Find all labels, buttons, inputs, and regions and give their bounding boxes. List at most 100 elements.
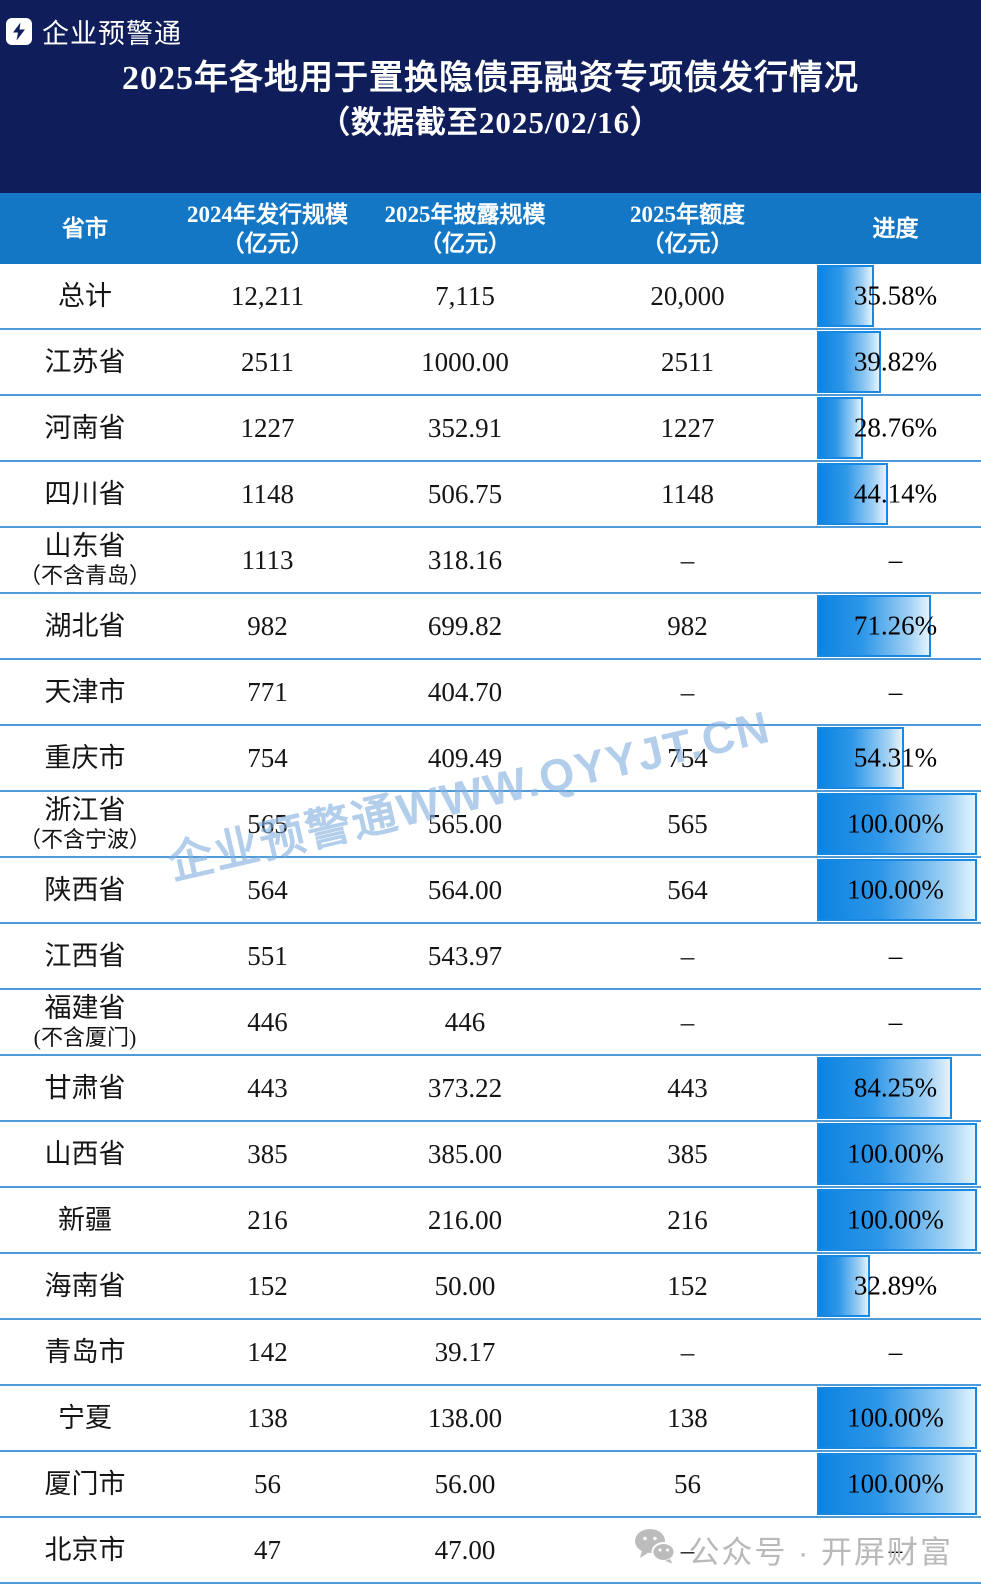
progress-cell: – xyxy=(810,1320,981,1384)
value-2025-disclosed: 216.00 xyxy=(427,1204,503,1235)
value-2025-quota: 1148 xyxy=(661,478,714,509)
value-2024-issued: 446 xyxy=(247,1006,288,1037)
progress-value: 39.82% xyxy=(853,346,938,377)
value-2024-issued: 385 xyxy=(247,1138,288,1169)
value-2025-disclosed: 404.70 xyxy=(427,676,503,707)
column-header-text: 2025年披露规模 xyxy=(384,201,546,227)
value-2025-quota: – xyxy=(680,676,695,707)
column-header-text: 2025年额度 xyxy=(630,201,745,227)
province-name: 海南省 xyxy=(44,1270,126,1301)
progress-bar xyxy=(817,331,881,393)
progress-value: 32.89% xyxy=(853,1270,938,1301)
province-cell: 重庆市 xyxy=(0,743,170,774)
value-2024-issued: 771 xyxy=(247,676,288,707)
progress-cell: 100.00% xyxy=(810,858,981,922)
progress-cell: 100.00% xyxy=(810,1122,981,1186)
progress-cell: 100.00% xyxy=(810,792,981,856)
province-name: 总计 xyxy=(58,280,112,311)
value-2024-issued: 152 xyxy=(247,1270,288,1301)
province-cell: 北京市 xyxy=(0,1535,170,1566)
province-cell: 天津市 xyxy=(0,677,170,708)
province-cell: 甘肃省 xyxy=(0,1073,170,1104)
progress-cell: 28.76% xyxy=(810,396,981,460)
table-row: 河南省 1227 352.91 1227 28.76% xyxy=(0,396,981,462)
table-row: 厦门市 56 56.00 56 100.00% xyxy=(0,1452,981,1518)
table-row: 宁夏 138 138.00 138 100.00% xyxy=(0,1386,981,1452)
province-cell: 福建省 (不含厦门) xyxy=(0,993,170,1051)
table-row: 新疆 216 216.00 216 100.00% xyxy=(0,1188,981,1254)
value-2025-quota: 443 xyxy=(667,1072,708,1103)
value-2025-disclosed: 409.49 xyxy=(427,742,503,773)
progress-cell: 39.82% xyxy=(810,330,981,394)
table-body: 总计 12,211 7,115 20,000 35.58% 江苏省 2511 1… xyxy=(0,264,981,1584)
table-row: 浙江省 （不含宁波） 565 565.00 565 100.00% xyxy=(0,792,981,858)
progress-cell: – xyxy=(810,990,981,1054)
province-cell: 四川省 xyxy=(0,479,170,510)
table-row: 甘肃省 443 373.22 443 84.25% xyxy=(0,1056,981,1122)
province-cell: 湖北省 xyxy=(0,611,170,642)
progress-cell: – xyxy=(810,924,981,988)
progress-cell: 71.26% xyxy=(810,594,981,658)
value-2025-quota: – xyxy=(680,544,695,575)
app-header: 企业预警通 2025年各地用于置换隐债再融资专项债发行情况 （数据截至2025/… xyxy=(0,0,981,193)
column-header-text2: （亿元） xyxy=(641,230,734,256)
table-row: 陕西省 564 564.00 564 100.00% xyxy=(0,858,981,924)
value-2025-quota: 138 xyxy=(667,1402,708,1433)
value-2024-issued: 565 xyxy=(247,808,288,839)
value-2025-disclosed: 47.00 xyxy=(434,1534,496,1565)
progress-value: 54.31% xyxy=(853,742,938,773)
value-2025-disclosed: 565.00 xyxy=(427,808,503,839)
progress-bar xyxy=(817,727,904,789)
progress-bar xyxy=(817,1255,870,1317)
value-2025-quota: 565 xyxy=(667,808,708,839)
title-block: 2025年各地用于置换隐债再融资专项债发行情况 （数据截至2025/02/16） xyxy=(0,56,981,144)
progress-cell: 54.31% xyxy=(810,726,981,790)
value-2024-issued: 47 xyxy=(254,1534,281,1565)
table-row: 湖北省 982 699.82 982 71.26% xyxy=(0,594,981,660)
table-header-row: 省市 2024年发行规模 （亿元） 2025年披露规模 （亿元） 2025年额度 （亿… xyxy=(0,193,981,264)
value-2025-quota: 152 xyxy=(667,1270,708,1301)
value-2025-disclosed: 446 xyxy=(444,1006,486,1037)
progress-bar xyxy=(817,265,874,327)
value-2024-issued: 443 xyxy=(247,1072,288,1103)
value-2025-quota: 216 xyxy=(667,1204,708,1235)
progress-bar xyxy=(817,1057,952,1119)
province-cell: 江苏省 xyxy=(0,347,170,378)
province-cell: 河南省 xyxy=(0,413,170,444)
progress-value: 28.76% xyxy=(853,412,938,443)
value-2025-quota: 56 xyxy=(674,1468,701,1499)
value-2024-issued: 142 xyxy=(247,1336,288,1367)
data-table: 省市 2024年发行规模 （亿元） 2025年披露规模 （亿元） 2025年额度 （亿… xyxy=(0,193,981,1584)
value-2024-issued: 138 xyxy=(247,1402,288,1433)
progress-cell: – xyxy=(810,1518,981,1582)
value-2025-quota: 754 xyxy=(667,742,708,773)
progress-cell: 100.00% xyxy=(810,1386,981,1450)
province-name: 浙江省 xyxy=(44,795,126,825)
province-name: 湖北省 xyxy=(44,610,126,641)
province-cell: 江西省 xyxy=(0,941,170,972)
table-row: 福建省 (不含厦门) 446 446 – – xyxy=(0,990,981,1056)
value-2025-quota: – xyxy=(680,1006,695,1037)
value-2025-quota: – xyxy=(680,1336,695,1367)
progress-bar xyxy=(817,793,977,855)
progress-value: 100.00% xyxy=(847,1402,944,1433)
progress-cell: 44.14% xyxy=(810,462,981,526)
table-row: 山东省 （不含青岛） 1113 318.16 – – xyxy=(0,528,981,594)
province-name: 陕西省 xyxy=(44,874,126,905)
province-cell: 新疆 xyxy=(0,1205,170,1236)
value-2025-disclosed: 39.17 xyxy=(434,1336,496,1367)
value-2024-issued: 1227 xyxy=(240,412,295,443)
progress-cell: 84.25% xyxy=(810,1056,981,1120)
progress-value: 71.26% xyxy=(853,610,938,641)
province-name: 天津市 xyxy=(44,676,126,707)
value-2025-disclosed: 352.91 xyxy=(427,412,503,443)
value-2024-issued: 982 xyxy=(247,610,288,641)
value-2025-disclosed: 1000.00 xyxy=(421,346,509,377)
progress-bar xyxy=(817,595,932,657)
value-2024-issued: 216 xyxy=(247,1204,288,1235)
progress-value: 100.00% xyxy=(847,808,944,839)
column-header-text: 2024年发行规模 xyxy=(187,201,348,227)
value-2025-disclosed: 699.82 xyxy=(427,610,503,641)
column-header-province: 省市 xyxy=(0,214,170,243)
value-2024-issued: 1148 xyxy=(241,478,294,509)
